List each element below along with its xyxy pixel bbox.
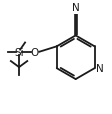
Text: N: N (72, 3, 80, 13)
Text: Si: Si (14, 47, 24, 57)
Text: O: O (30, 47, 39, 57)
Text: N: N (96, 64, 104, 74)
